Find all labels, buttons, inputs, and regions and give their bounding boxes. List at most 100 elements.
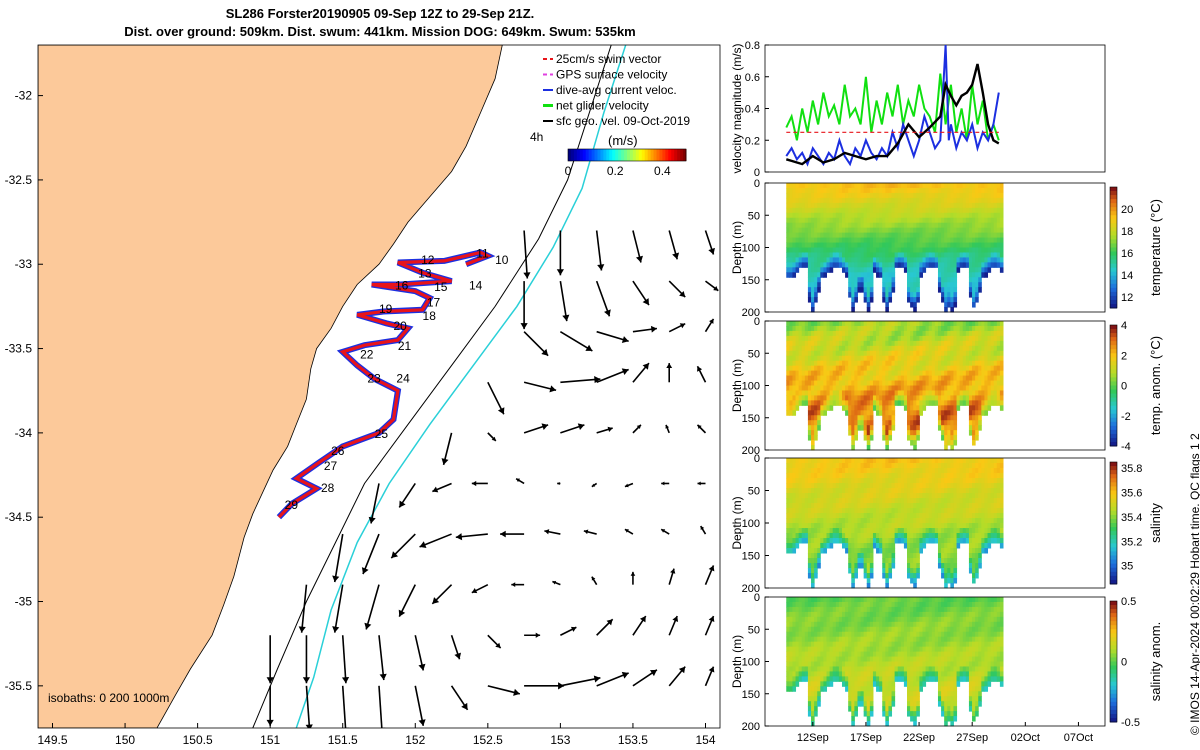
current-vector-46 bbox=[419, 533, 452, 548]
map-frame bbox=[37, 44, 721, 729]
time-x-tick-5: 07Oct bbox=[1064, 732, 1093, 744]
current-vector-34 bbox=[398, 483, 416, 508]
section-panel-temp_anomaly: 0 50 100 150 200 Depth (m) -4 -2 0 2 4 temp. anom. … bbox=[730, 316, 1163, 457]
track-day-label-5: 15 bbox=[434, 280, 448, 294]
colorbar-tick-temp_anomaly-3: 2 bbox=[1121, 350, 1127, 362]
section-y-tick-salinity-4: 200 bbox=[742, 583, 760, 595]
colorbar-label-temp_anomaly: temp. anom. (°C) bbox=[1148, 336, 1163, 435]
map-y-tick-5: -34.5 bbox=[5, 510, 33, 524]
land-area bbox=[38, 45, 503, 728]
colorbar-tick-salinity-1: 35.2 bbox=[1121, 536, 1142, 548]
current-vector-87 bbox=[560, 675, 601, 687]
current-vector-58 bbox=[431, 584, 453, 605]
track-day-label-14: 24 bbox=[396, 371, 410, 385]
section-y-label-salinity_anomaly: Depth (m) bbox=[730, 635, 744, 688]
section-y-tick-temp_anomaly-3: 150 bbox=[742, 413, 760, 425]
velocity-y-label: velocity magnitude (m/s) bbox=[730, 43, 744, 173]
current-vector-49 bbox=[544, 529, 561, 535]
current-vector-22 bbox=[632, 362, 650, 383]
map-x-tick-3: 151 bbox=[260, 733, 280, 747]
track-day-label-18: 28 bbox=[321, 481, 335, 495]
section-y-tick-temperature-3: 150 bbox=[742, 275, 760, 287]
current-vector-24 bbox=[696, 365, 707, 383]
current-vector-71 bbox=[450, 634, 462, 660]
section-y-label-temp_anomaly: Depth (m) bbox=[730, 359, 744, 412]
track-day-label-7: 17 bbox=[427, 295, 441, 309]
colorbar-tick-temperature-0: 12 bbox=[1121, 292, 1133, 304]
current-vector-88 bbox=[596, 671, 629, 687]
colorbar-tick-temp_anomaly-1: -2 bbox=[1121, 411, 1131, 423]
current-vector-39 bbox=[591, 482, 598, 488]
current-vector-50 bbox=[583, 529, 597, 535]
time-x-tick-2: 22Sep bbox=[903, 732, 935, 744]
current-vector-59 bbox=[471, 583, 489, 594]
section-y-tick-temp_anomaly-4: 200 bbox=[742, 445, 760, 457]
colorbar-tick-temperature-1: 14 bbox=[1121, 270, 1133, 282]
colorbar-unit-label: (m/s) bbox=[608, 133, 638, 148]
current-vector-48 bbox=[500, 530, 525, 538]
legend-label-0: 25cm/s swim vector bbox=[556, 52, 661, 66]
current-vector-6 bbox=[520, 281, 528, 330]
current-vector-68 bbox=[341, 635, 350, 684]
map-y-tick-1: -32.5 bbox=[5, 173, 33, 187]
current-vector-63 bbox=[630, 571, 636, 585]
velocity-y-tick-3: 0.6 bbox=[745, 72, 760, 84]
speed-colorbar-tick-0: 0 bbox=[565, 164, 572, 178]
current-vector-3 bbox=[632, 230, 643, 263]
current-vector-41 bbox=[661, 481, 670, 486]
section-panel-salinity: 0 50 100 150 200 Depth (m) 35 35.2 35.4 35.6 35.8 s… bbox=[730, 453, 1163, 595]
current-vector-37 bbox=[515, 477, 525, 485]
section-y-tick-salinity_anomaly-1: 50 bbox=[748, 624, 760, 636]
current-vector-8 bbox=[595, 280, 611, 317]
current-vector-56 bbox=[364, 584, 380, 630]
current-vector-19 bbox=[523, 381, 557, 393]
colorbar-tick-temp_anomaly-0: -4 bbox=[1121, 441, 1131, 453]
current-vector-73 bbox=[524, 632, 541, 638]
speed-colorbar-tick-1: 0.2 bbox=[607, 164, 624, 178]
current-vector-35 bbox=[432, 482, 452, 493]
current-vector-27 bbox=[523, 423, 549, 434]
current-vector-74 bbox=[560, 626, 577, 636]
current-vector-60 bbox=[511, 582, 525, 588]
current-vector-16 bbox=[668, 322, 686, 333]
section-y-tick-temp_anomaly-1: 50 bbox=[748, 348, 760, 360]
map-y-tick-2: -33 bbox=[15, 257, 33, 271]
map-x-tick-5: 152 bbox=[405, 733, 425, 747]
colorbar-tick-temp_anomaly-2: 0 bbox=[1121, 381, 1127, 393]
current-vector-85 bbox=[487, 685, 521, 696]
current-vector-57 bbox=[398, 584, 416, 618]
figure-title-line-2: Dist. over ground: 509km. Dist. swum: 44… bbox=[124, 24, 636, 39]
track-day-label-2: 12 bbox=[421, 253, 435, 267]
velocity-series-2 bbox=[785, 63, 1000, 166]
current-vector-29 bbox=[596, 426, 613, 434]
current-vector-13 bbox=[559, 331, 593, 352]
current-vector-12 bbox=[523, 331, 549, 357]
colorbar-label-temperature: temperature (°C) bbox=[1148, 199, 1163, 296]
isobath-200m bbox=[252, 45, 612, 728]
current-vector-75 bbox=[596, 618, 614, 636]
section-y-tick-salinity-3: 150 bbox=[742, 551, 760, 563]
section-y-tick-temperature-2: 100 bbox=[742, 243, 760, 255]
section-y-label-salinity: Depth (m) bbox=[730, 496, 744, 549]
section-y-tick-temp_anomaly-0: 0 bbox=[754, 316, 760, 328]
current-vector-25 bbox=[441, 432, 453, 466]
track-day-label-11: 21 bbox=[398, 339, 412, 353]
current-vector-31 bbox=[665, 424, 670, 434]
velocity-y-tick-4: 0.8 bbox=[745, 40, 760, 52]
colorbar-tick-salinity-0: 35 bbox=[1121, 561, 1133, 573]
current-vector-36 bbox=[471, 480, 488, 487]
velocity-y-tick-2: 0.4 bbox=[745, 104, 760, 116]
vector-time-note: 4h bbox=[530, 130, 543, 144]
glider-track bbox=[277, 250, 492, 519]
imos-timestamp: © IMOS 14-Apr-2024 00:02:29 Hobart time.… bbox=[1188, 433, 1200, 735]
velocity-y-tick-1: 0.2 bbox=[745, 135, 760, 147]
map-y-tick-4: -34 bbox=[15, 426, 33, 440]
current-vector-83 bbox=[414, 685, 426, 726]
velocity-y-tick-0: 0 bbox=[754, 167, 760, 179]
current-vector-72 bbox=[487, 634, 502, 649]
current-vector-0 bbox=[523, 230, 531, 279]
